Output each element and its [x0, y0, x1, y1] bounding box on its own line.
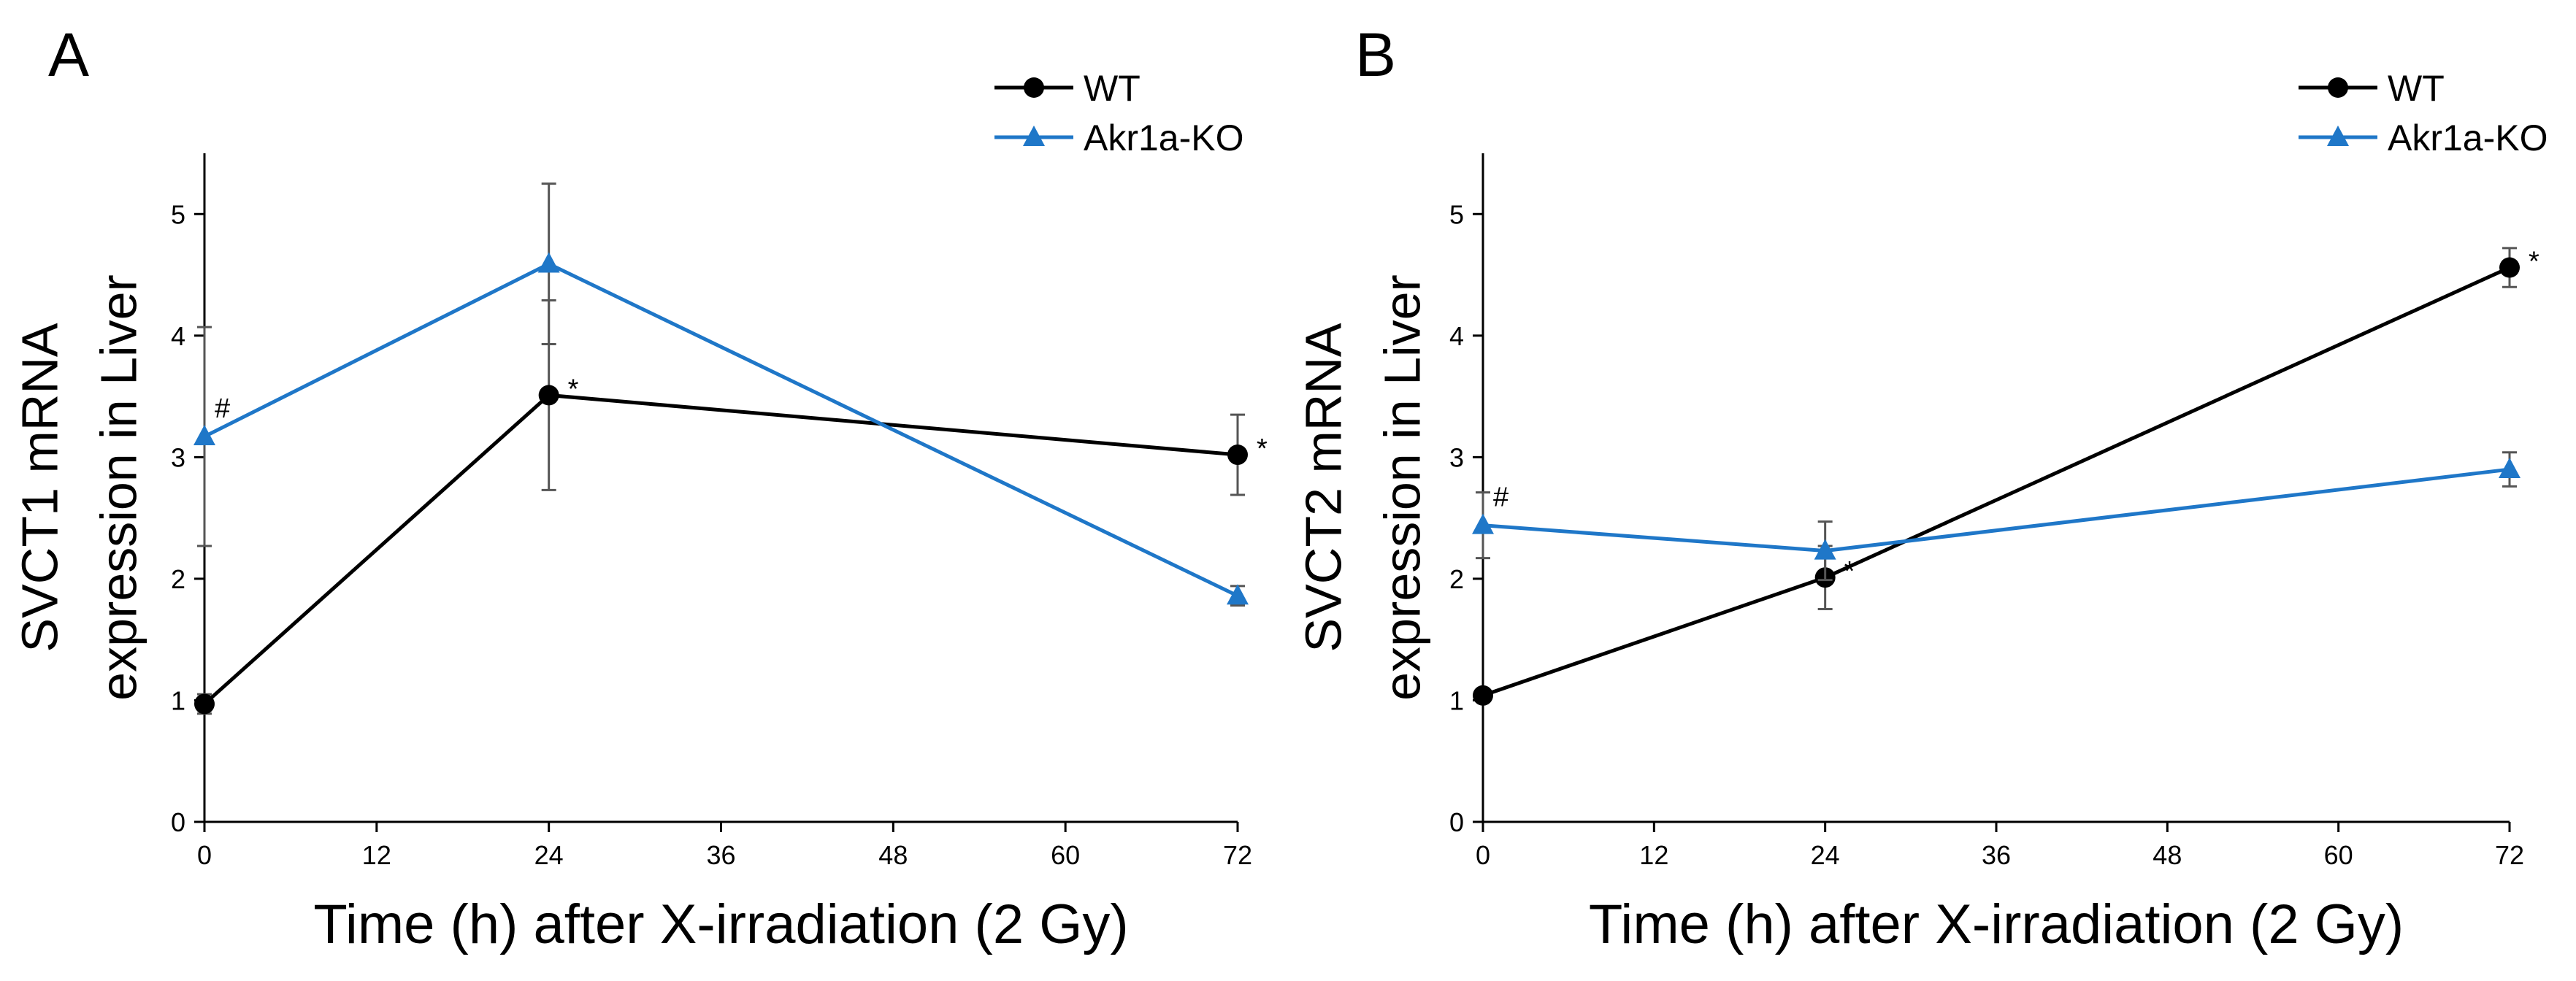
- x-tick-label: 72: [2495, 840, 2524, 870]
- wt-data-point: [1473, 685, 1493, 706]
- ko-data-point: [2499, 458, 2521, 479]
- ko-series-line: [1482, 467, 2510, 553]
- legend-wt-label: WT: [2388, 68, 2445, 109]
- y-tick-label: 2: [171, 564, 185, 594]
- panel-label: A: [48, 20, 89, 89]
- ko-data-point: [1472, 513, 1494, 534]
- legend-ko-marker: [2327, 126, 2349, 146]
- y-tick-label: 5: [171, 199, 185, 229]
- ko-data-point: [1227, 584, 1249, 605]
- x-tick-label: 12: [1639, 840, 1668, 870]
- y-tick-label: 3: [171, 442, 185, 472]
- wt-series-line: [203, 393, 1238, 706]
- wt-series-line: [1482, 266, 2511, 698]
- x-axis-title: Time (h) after X-irradiation (2 Gy): [1589, 893, 2404, 955]
- ko-data-point: [193, 425, 215, 446]
- legend: WT Akr1a-KO: [2299, 68, 2548, 158]
- x-tick-label: 60: [2324, 840, 2353, 870]
- legend-wt-marker: [2328, 77, 2348, 98]
- y-tick-label: 1: [171, 685, 185, 715]
- significance-asterisk: *: [1257, 434, 1268, 464]
- significance-hash: #: [215, 393, 230, 424]
- x-tick-label: 24: [534, 840, 564, 870]
- x-tick-label: 48: [878, 840, 908, 870]
- ko-data-point: [1814, 539, 1836, 560]
- x-tick-label: 36: [1982, 840, 2011, 870]
- y-tick-label: 0: [1449, 807, 1464, 837]
- legend-wt-marker: [1024, 77, 1044, 98]
- ko-series-line: [203, 261, 1239, 598]
- y-tick-label: 2: [1449, 564, 1464, 594]
- x-tick-label: 0: [1476, 840, 1490, 870]
- wt-data-point: [2499, 257, 2520, 278]
- x-axis-title: Time (h) after X-irradiation (2 Gy): [313, 893, 1128, 955]
- y-tick-label: 0: [171, 807, 185, 837]
- x-tick-label: 0: [197, 840, 212, 870]
- legend-ko-marker: [1023, 126, 1045, 146]
- wt-data-point: [538, 385, 559, 406]
- legend-ko-label: Akr1a-KO: [1084, 118, 1244, 158]
- significance-hash: #: [1493, 482, 1509, 513]
- x-tick-label: 24: [1811, 840, 1840, 870]
- x-tick-label: 12: [362, 840, 391, 870]
- y-tick-label: 5: [1449, 199, 1464, 229]
- x-tick-label: 36: [706, 840, 735, 870]
- x-tick-label: 72: [1223, 840, 1252, 870]
- panel-label: B: [1355, 20, 1396, 89]
- significance-asterisk: *: [568, 374, 579, 404]
- y-axis-title-line2: expression in Liver: [90, 274, 147, 701]
- y-axis-title-line1: SVCT2 mRNA: [1295, 323, 1352, 652]
- y-tick-label: 1: [1449, 685, 1464, 715]
- x-tick-label: 60: [1051, 840, 1080, 870]
- y-axis-title-line2: expression in Liver: [1373, 274, 1430, 701]
- wt-data-point: [194, 693, 215, 715]
- x-tick-label: 48: [2153, 840, 2182, 870]
- y-tick-label: 4: [1449, 321, 1464, 351]
- y-axis-title-line1: SVCT1 mRNA: [11, 323, 68, 652]
- wt-data-point: [1227, 445, 1248, 466]
- legend: WT Akr1a-KO: [994, 68, 1244, 158]
- y-tick-label: 3: [1449, 442, 1464, 472]
- significance-asterisk: *: [1844, 556, 1855, 587]
- legend-wt-label: WT: [1084, 68, 1141, 109]
- legend-ko-label: Akr1a-KO: [2388, 118, 2548, 158]
- ko-data-point: [537, 252, 560, 273]
- significance-asterisk: *: [2529, 247, 2539, 277]
- y-tick-label: 4: [171, 321, 185, 351]
